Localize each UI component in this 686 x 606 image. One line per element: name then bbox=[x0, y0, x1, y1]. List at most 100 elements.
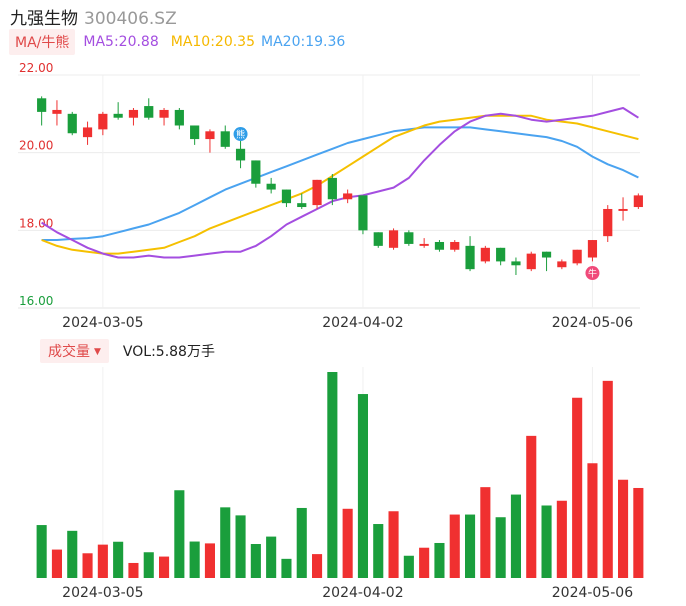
volume-bar bbox=[327, 372, 338, 578]
bull-marker-icon-circle bbox=[585, 266, 600, 281]
y-tick-label: 22.00 bbox=[19, 61, 53, 75]
volume-legend-bar: 成交量 ▼ VOL:5.88万手 bbox=[40, 339, 215, 363]
candle-body bbox=[235, 148, 246, 161]
volume-bar bbox=[36, 525, 47, 578]
volume-bar bbox=[587, 463, 598, 578]
candle-body bbox=[603, 208, 613, 237]
candle-body bbox=[128, 109, 139, 118]
candle-body bbox=[633, 195, 643, 208]
candle-body bbox=[388, 230, 399, 248]
candle-body bbox=[465, 245, 475, 270]
volume-bar bbox=[510, 494, 521, 578]
candle-body bbox=[67, 113, 77, 134]
volume-bar bbox=[357, 394, 368, 578]
stock-title: 九强生物 300406.SZ bbox=[10, 4, 177, 29]
volume-bar bbox=[434, 542, 445, 578]
bear-marker-icon-circle bbox=[233, 127, 248, 142]
candle-body bbox=[52, 109, 62, 114]
volume-bar bbox=[572, 397, 583, 578]
volume-bar bbox=[220, 507, 231, 578]
candle-body bbox=[98, 113, 108, 130]
candle-body bbox=[373, 232, 383, 246]
candle-body bbox=[343, 193, 353, 200]
volume-value: VOL:5.88万手 bbox=[122, 344, 215, 360]
volume-bar bbox=[143, 552, 154, 578]
candle-body bbox=[450, 241, 460, 250]
volume-bar bbox=[342, 508, 353, 578]
ma10-line bbox=[41, 114, 639, 255]
bull-marker-icon-glyph: 牛 bbox=[588, 268, 597, 280]
ma5-line bbox=[41, 107, 639, 259]
y-tick-label: 16.00 bbox=[19, 294, 53, 308]
volume-bar bbox=[419, 547, 430, 578]
candle-body bbox=[174, 109, 184, 126]
candle-body bbox=[572, 249, 582, 264]
candle-body bbox=[297, 203, 307, 208]
candle-body bbox=[526, 253, 536, 270]
candle-body bbox=[511, 261, 521, 266]
candle-body bbox=[113, 113, 123, 118]
x-tick-label-price: 2024-04-02 bbox=[322, 315, 403, 331]
ma-legend-bar: MA/牛熊 MA5:20.88 MA10:20.35 MA20:19.36 bbox=[9, 29, 346, 55]
volume-bar bbox=[388, 511, 399, 578]
volume-bar bbox=[480, 487, 491, 578]
candle-body bbox=[496, 247, 506, 262]
volume-bar bbox=[296, 507, 307, 578]
candle-body bbox=[557, 261, 567, 268]
volume-bar bbox=[82, 553, 93, 578]
volume-bar bbox=[495, 517, 506, 578]
volume-bar bbox=[128, 562, 139, 578]
stock-code: 300406.SZ bbox=[84, 9, 177, 29]
candle-body bbox=[190, 125, 200, 140]
candle-body bbox=[327, 177, 337, 200]
volume-bar bbox=[67, 530, 78, 578]
candle-body bbox=[144, 106, 154, 118]
x-tick-label-volume: 2024-05-06 bbox=[552, 585, 633, 601]
x-tick-label-price: 2024-05-06 bbox=[552, 315, 633, 331]
candle-body bbox=[312, 179, 322, 206]
volume-bar bbox=[97, 544, 108, 578]
volume-bar bbox=[403, 555, 414, 578]
volume-bar bbox=[541, 505, 552, 578]
dropdown-triangle-icon: ▼ bbox=[94, 347, 101, 357]
ma20-legend: MA20:19.36 bbox=[261, 34, 346, 50]
ma10-legend: MA10:20.35 bbox=[170, 34, 256, 50]
candle-body bbox=[205, 131, 215, 140]
ma-selector-button[interactable]: MA/牛熊 bbox=[9, 29, 76, 55]
volume-bar bbox=[633, 487, 644, 578]
y-tick-label: 18.00 bbox=[19, 216, 53, 230]
volume-bar bbox=[266, 536, 277, 578]
candle-body bbox=[541, 251, 552, 258]
volume-bar bbox=[618, 479, 629, 578]
x-tick-label-price: 2024-03-05 bbox=[62, 315, 143, 331]
volume-bar bbox=[51, 549, 62, 578]
x-tick-label-volume: 2024-03-05 bbox=[62, 585, 143, 601]
volume-bar bbox=[556, 500, 567, 578]
y-tick-label: 20.00 bbox=[19, 139, 53, 153]
candle-body bbox=[587, 240, 598, 258]
volume-bar bbox=[250, 544, 261, 578]
volume-bar bbox=[204, 543, 215, 578]
candle-body bbox=[404, 232, 414, 244]
volume-bar bbox=[449, 514, 460, 578]
volume-bar bbox=[281, 558, 292, 578]
candle-body bbox=[37, 98, 47, 112]
volume-bar bbox=[312, 554, 323, 578]
volume-bar bbox=[465, 514, 476, 578]
volume-selector-button[interactable]: 成交量 ▼ bbox=[40, 339, 109, 363]
volume-bar bbox=[602, 380, 613, 578]
volume-bar bbox=[189, 541, 200, 578]
candle-body bbox=[220, 131, 230, 147]
candle-body bbox=[480, 247, 490, 262]
candle-body bbox=[82, 127, 93, 138]
volume-bar bbox=[373, 524, 384, 578]
candle-body bbox=[358, 195, 368, 231]
candle-body bbox=[434, 241, 445, 250]
candle-body bbox=[159, 109, 169, 118]
candle-body bbox=[419, 243, 429, 246]
candle-body bbox=[266, 183, 276, 190]
candle-body bbox=[618, 208, 628, 211]
volume-bar bbox=[174, 490, 185, 578]
volume-bar bbox=[526, 435, 537, 578]
